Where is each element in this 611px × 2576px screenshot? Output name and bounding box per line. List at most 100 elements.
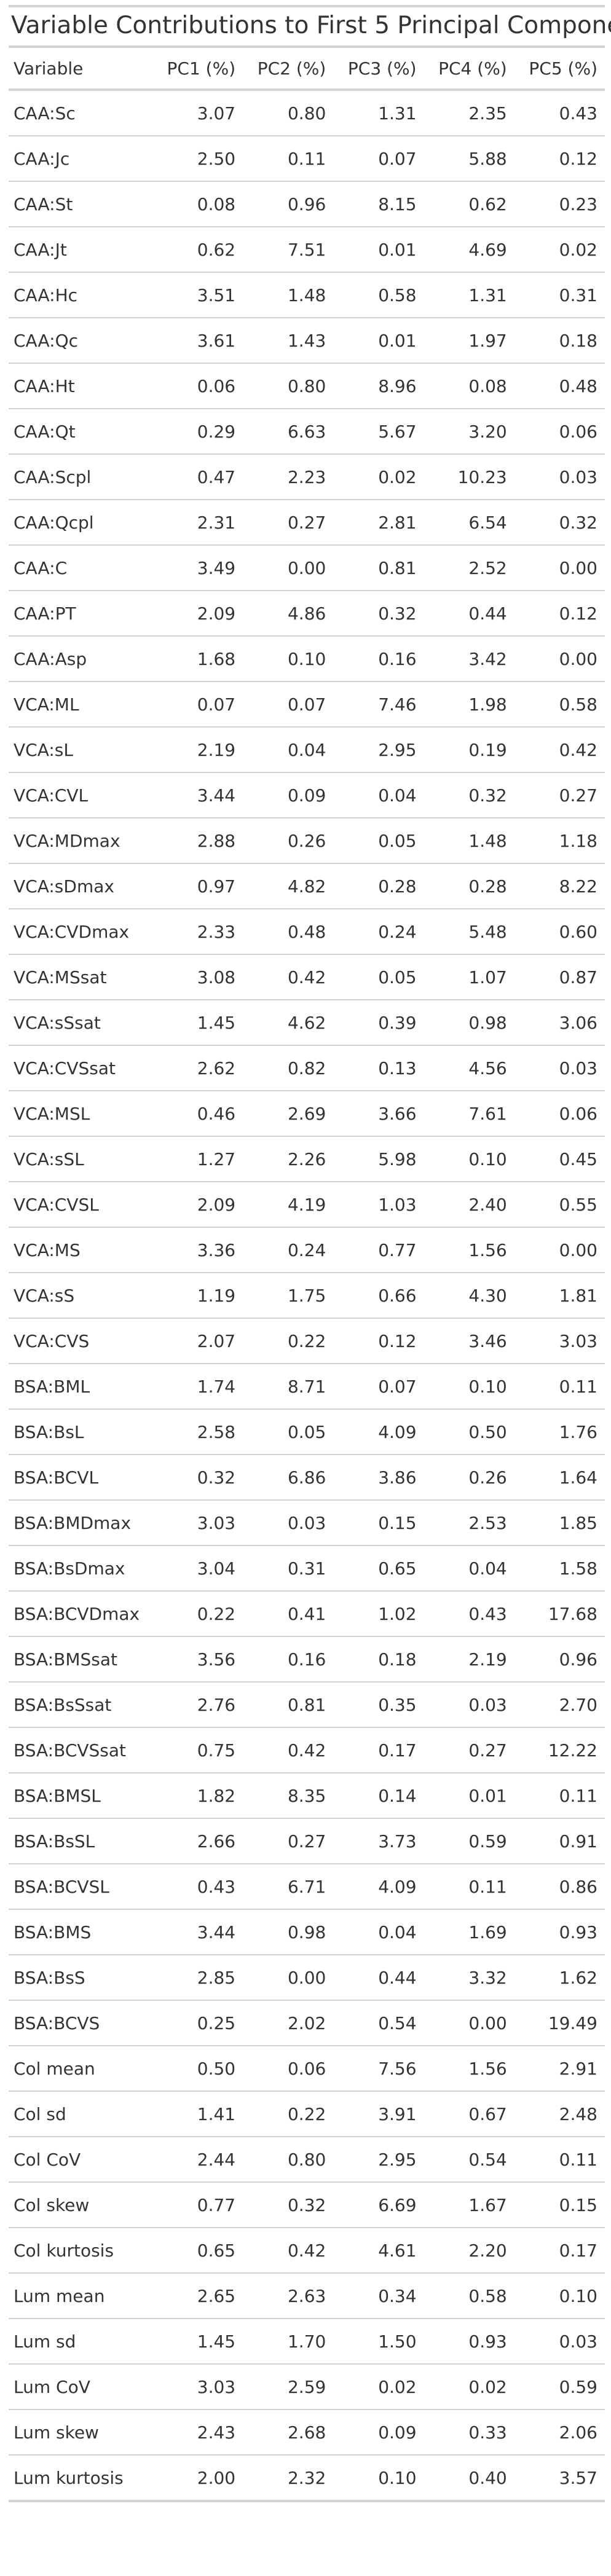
variable-cell: Lum kurtosis	[9, 2455, 152, 2502]
pc1-cell: 0.32	[152, 1455, 243, 1501]
pc1-cell: 3.44	[152, 1909, 243, 1955]
table-row: CAA:St 0.08 0.96 8.15 0.62 0.23	[9, 181, 605, 227]
pc5-cell: 1.81	[514, 1273, 605, 1319]
table-row: CAA:Scpl 0.47 2.23 0.02 10.23 0.03	[9, 454, 605, 500]
pc5-cell: 0.42	[514, 727, 605, 773]
pc3-cell: 0.07	[333, 136, 424, 182]
pc2-cell: 2.32	[243, 2455, 334, 2502]
pc2-cell: 0.27	[243, 500, 334, 546]
pc2-cell: 0.80	[243, 90, 334, 136]
pc4-cell: 0.50	[424, 1409, 514, 1455]
variable-cell: CAA:PT	[9, 591, 152, 637]
table-row: CAA:Sc 3.07 0.80 1.31 2.35 0.43	[9, 90, 605, 136]
pc3-cell: 0.17	[333, 1727, 424, 1773]
pc5-cell: 0.17	[514, 2228, 605, 2274]
table-row: BSA:BCVSsat 0.75 0.42 0.17 0.27 12.22	[9, 1727, 605, 1773]
pc4-cell: 2.53	[424, 1500, 514, 1546]
pc5-cell: 2.06	[514, 2409, 605, 2456]
pc2-cell: 8.71	[243, 1364, 334, 1410]
pc3-cell: 1.03	[333, 1182, 424, 1228]
pc4-cell: 1.07	[424, 954, 514, 1000]
table-row: VCA:CVS 2.07 0.22 0.12 3.46 3.03	[9, 1318, 605, 1364]
table-title: Variable Contributions to First 5 Princi…	[9, 5, 611, 48]
pc2-cell: 0.42	[243, 2228, 334, 2274]
pc-contributions-table: Variable PC1 (%) PC2 (%) PC3 (%) PC4 (%) PC5 …	[9, 48, 605, 2502]
table-row: CAA:PT 2.09 4.86 0.32 0.44 0.12	[9, 591, 605, 637]
pc1-cell: 3.03	[152, 1500, 243, 1546]
pc2-cell: 0.41	[243, 1591, 334, 1637]
pc3-cell: 0.10	[333, 2455, 424, 2502]
table-row: VCA:sSsat 1.45 4.62 0.39 0.98 3.06	[9, 1000, 605, 1046]
pc1-cell: 2.00	[152, 2455, 243, 2502]
pc4-cell: 1.56	[424, 1227, 514, 1273]
variable-cell: Col skew	[9, 2182, 152, 2228]
pc4-cell: 3.32	[424, 1955, 514, 2001]
table-row: CAA:Asp 1.68 0.10 0.16 3.42 0.00	[9, 636, 605, 682]
variable-cell: BSA:BMSsat	[9, 1636, 152, 1683]
pc4-cell: 0.08	[424, 363, 514, 409]
pc5-cell: 0.00	[514, 1227, 605, 1273]
pc5-cell: 0.03	[514, 2319, 605, 2365]
pc2-cell: 0.09	[243, 772, 334, 819]
pc4-cell: 0.26	[424, 1455, 514, 1501]
pc5-cell: 1.64	[514, 1455, 605, 1501]
variable-cell: Lum CoV	[9, 2364, 152, 2410]
pc5-cell: 2.70	[514, 1682, 605, 1728]
pc3-cell: 0.05	[333, 954, 424, 1000]
pc1-cell: 1.82	[152, 1773, 243, 1819]
variable-cell: Col sd	[9, 2091, 152, 2137]
pc4-cell: 1.48	[424, 818, 514, 864]
pc3-cell: 3.73	[333, 1818, 424, 1864]
table-row: VCA:MDmax 2.88 0.26 0.05 1.48 1.18	[9, 818, 605, 864]
pc5-cell: 0.58	[514, 681, 605, 728]
pc4-cell: 4.56	[424, 1045, 514, 1091]
pc2-cell: 0.07	[243, 681, 334, 728]
pc1-cell: 1.27	[152, 1136, 243, 1182]
pc4-cell: 0.11	[424, 1864, 514, 1910]
table-row: CAA:Jc 2.50 0.11 0.07 5.88 0.12	[9, 136, 605, 182]
pc3-cell: 0.07	[333, 1364, 424, 1410]
pc2-cell: 1.75	[243, 1273, 334, 1319]
variable-cell: CAA:Jc	[9, 136, 152, 182]
pc5-cell: 0.27	[514, 772, 605, 819]
variable-cell: CAA:Scpl	[9, 454, 152, 500]
pc2-cell: 0.42	[243, 954, 334, 1000]
pc5-cell: 0.11	[514, 1364, 605, 1410]
variable-cell: BSA:BsDmax	[9, 1545, 152, 1592]
variable-cell: Lum mean	[9, 2273, 152, 2319]
table-row: BSA:BML 1.74 8.71 0.07 0.10 0.11	[9, 1364, 605, 1410]
pc1-cell: 0.25	[152, 2000, 243, 2046]
variable-cell: CAA:Qt	[9, 409, 152, 455]
pc2-cell: 1.70	[243, 2319, 334, 2365]
pc5-cell: 0.00	[514, 636, 605, 682]
pc4-cell: 0.03	[424, 1682, 514, 1728]
pc4-cell: 6.54	[424, 500, 514, 546]
pc1-cell: 2.33	[152, 909, 243, 955]
pc4-cell: 0.93	[424, 2319, 514, 2365]
pc1-cell: 2.19	[152, 727, 243, 773]
table-row: BSA:BCVSL 0.43 6.71 4.09 0.11 0.86	[9, 1864, 605, 1910]
pc4-cell: 0.19	[424, 727, 514, 773]
table-row: Lum sd 1.45 1.70 1.50 0.93 0.03	[9, 2319, 605, 2365]
pc4-cell: 3.42	[424, 636, 514, 682]
variable-cell: BSA:BCVSL	[9, 1864, 152, 1910]
column-header-pc5: PC5 (%)	[514, 48, 605, 91]
table-row: VCA:sL 2.19 0.04 2.95 0.19 0.42	[9, 727, 605, 773]
pc3-cell: 0.15	[333, 1500, 424, 1546]
variable-cell: VCA:MDmax	[9, 818, 152, 864]
pc1-cell: 1.41	[152, 2091, 243, 2137]
pc5-cell: 0.11	[514, 2137, 605, 2183]
variable-cell: BSA:BMS	[9, 1909, 152, 1955]
pc3-cell: 1.31	[333, 90, 424, 136]
variable-cell: VCA:MSsat	[9, 954, 152, 1000]
table-row: BSA:BMS 3.44 0.98 0.04 1.69 0.93	[9, 1909, 605, 1955]
pc1-cell: 3.56	[152, 1636, 243, 1683]
pc2-cell: 0.81	[243, 1682, 334, 1728]
pc3-cell: 1.02	[333, 1591, 424, 1637]
pc2-cell: 0.06	[243, 2046, 334, 2092]
pc2-cell: 0.42	[243, 1727, 334, 1773]
pc2-cell: 2.63	[243, 2273, 334, 2319]
pc3-cell: 0.12	[333, 1318, 424, 1364]
table-row: BSA:BsSL 2.66 0.27 3.73 0.59 0.91	[9, 1818, 605, 1864]
pc1-cell: 0.46	[152, 1091, 243, 1137]
